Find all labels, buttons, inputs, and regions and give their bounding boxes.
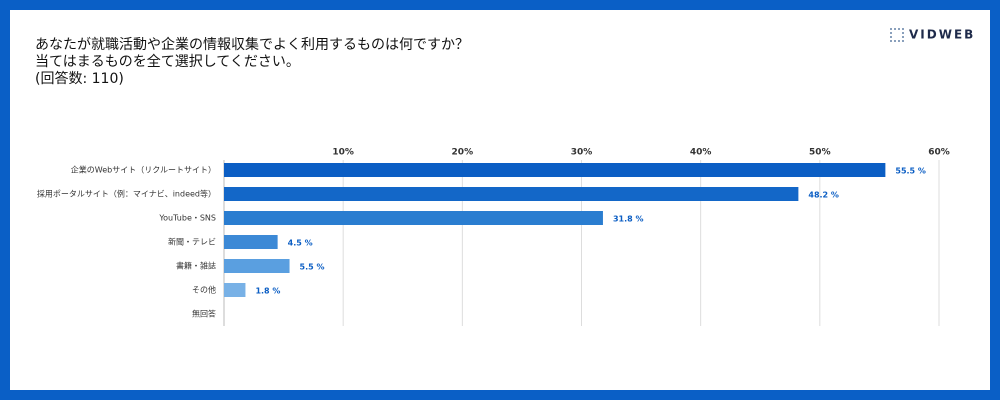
chart-title: あなたが就職活動や企業の情報収集でよく利用するものは何ですか？ bbox=[35, 36, 469, 53]
x-tick-label: 60% bbox=[928, 148, 950, 158]
bar bbox=[224, 163, 886, 177]
chart-title: 当てはまるものを全て選択してください。 bbox=[35, 53, 300, 70]
brand: VIDWEB bbox=[909, 28, 975, 42]
y-tick-label: その他 bbox=[192, 285, 216, 295]
value-label: 5.5 % bbox=[300, 263, 325, 272]
y-tick-label: 採用ポータルサイト（例：マイナビ、indeed等） bbox=[37, 189, 216, 199]
chart-title: (回答数: 110) bbox=[35, 70, 124, 87]
bar bbox=[224, 187, 799, 201]
value-label: 48.2 % bbox=[808, 191, 839, 200]
value-label: 4.5 % bbox=[288, 239, 313, 248]
x-tick-label: 40% bbox=[690, 148, 712, 158]
value-label: 31.8 % bbox=[613, 215, 644, 224]
bar bbox=[224, 235, 278, 249]
x-tick-label: 50% bbox=[809, 148, 831, 158]
y-tick-label: YouTube・SNS bbox=[158, 214, 216, 223]
y-tick-label: 無回答 bbox=[192, 309, 216, 319]
x-tick-label: 30% bbox=[571, 148, 593, 158]
x-tick-label: 10% bbox=[332, 148, 354, 158]
value-label: 1.8 % bbox=[255, 287, 280, 296]
bar bbox=[224, 259, 290, 273]
y-tick-label: 書籍・雑誌 bbox=[176, 261, 216, 271]
value-label: 55.5 % bbox=[895, 167, 926, 176]
bar bbox=[224, 283, 246, 297]
x-tick-label: 20% bbox=[452, 148, 474, 158]
logo: VIDWEB bbox=[890, 28, 975, 42]
y-tick-label: 企業のWebサイト（リクルートサイト） bbox=[71, 165, 216, 175]
bar bbox=[224, 211, 603, 225]
y-tick-label: 新聞・テレビ bbox=[168, 237, 216, 247]
